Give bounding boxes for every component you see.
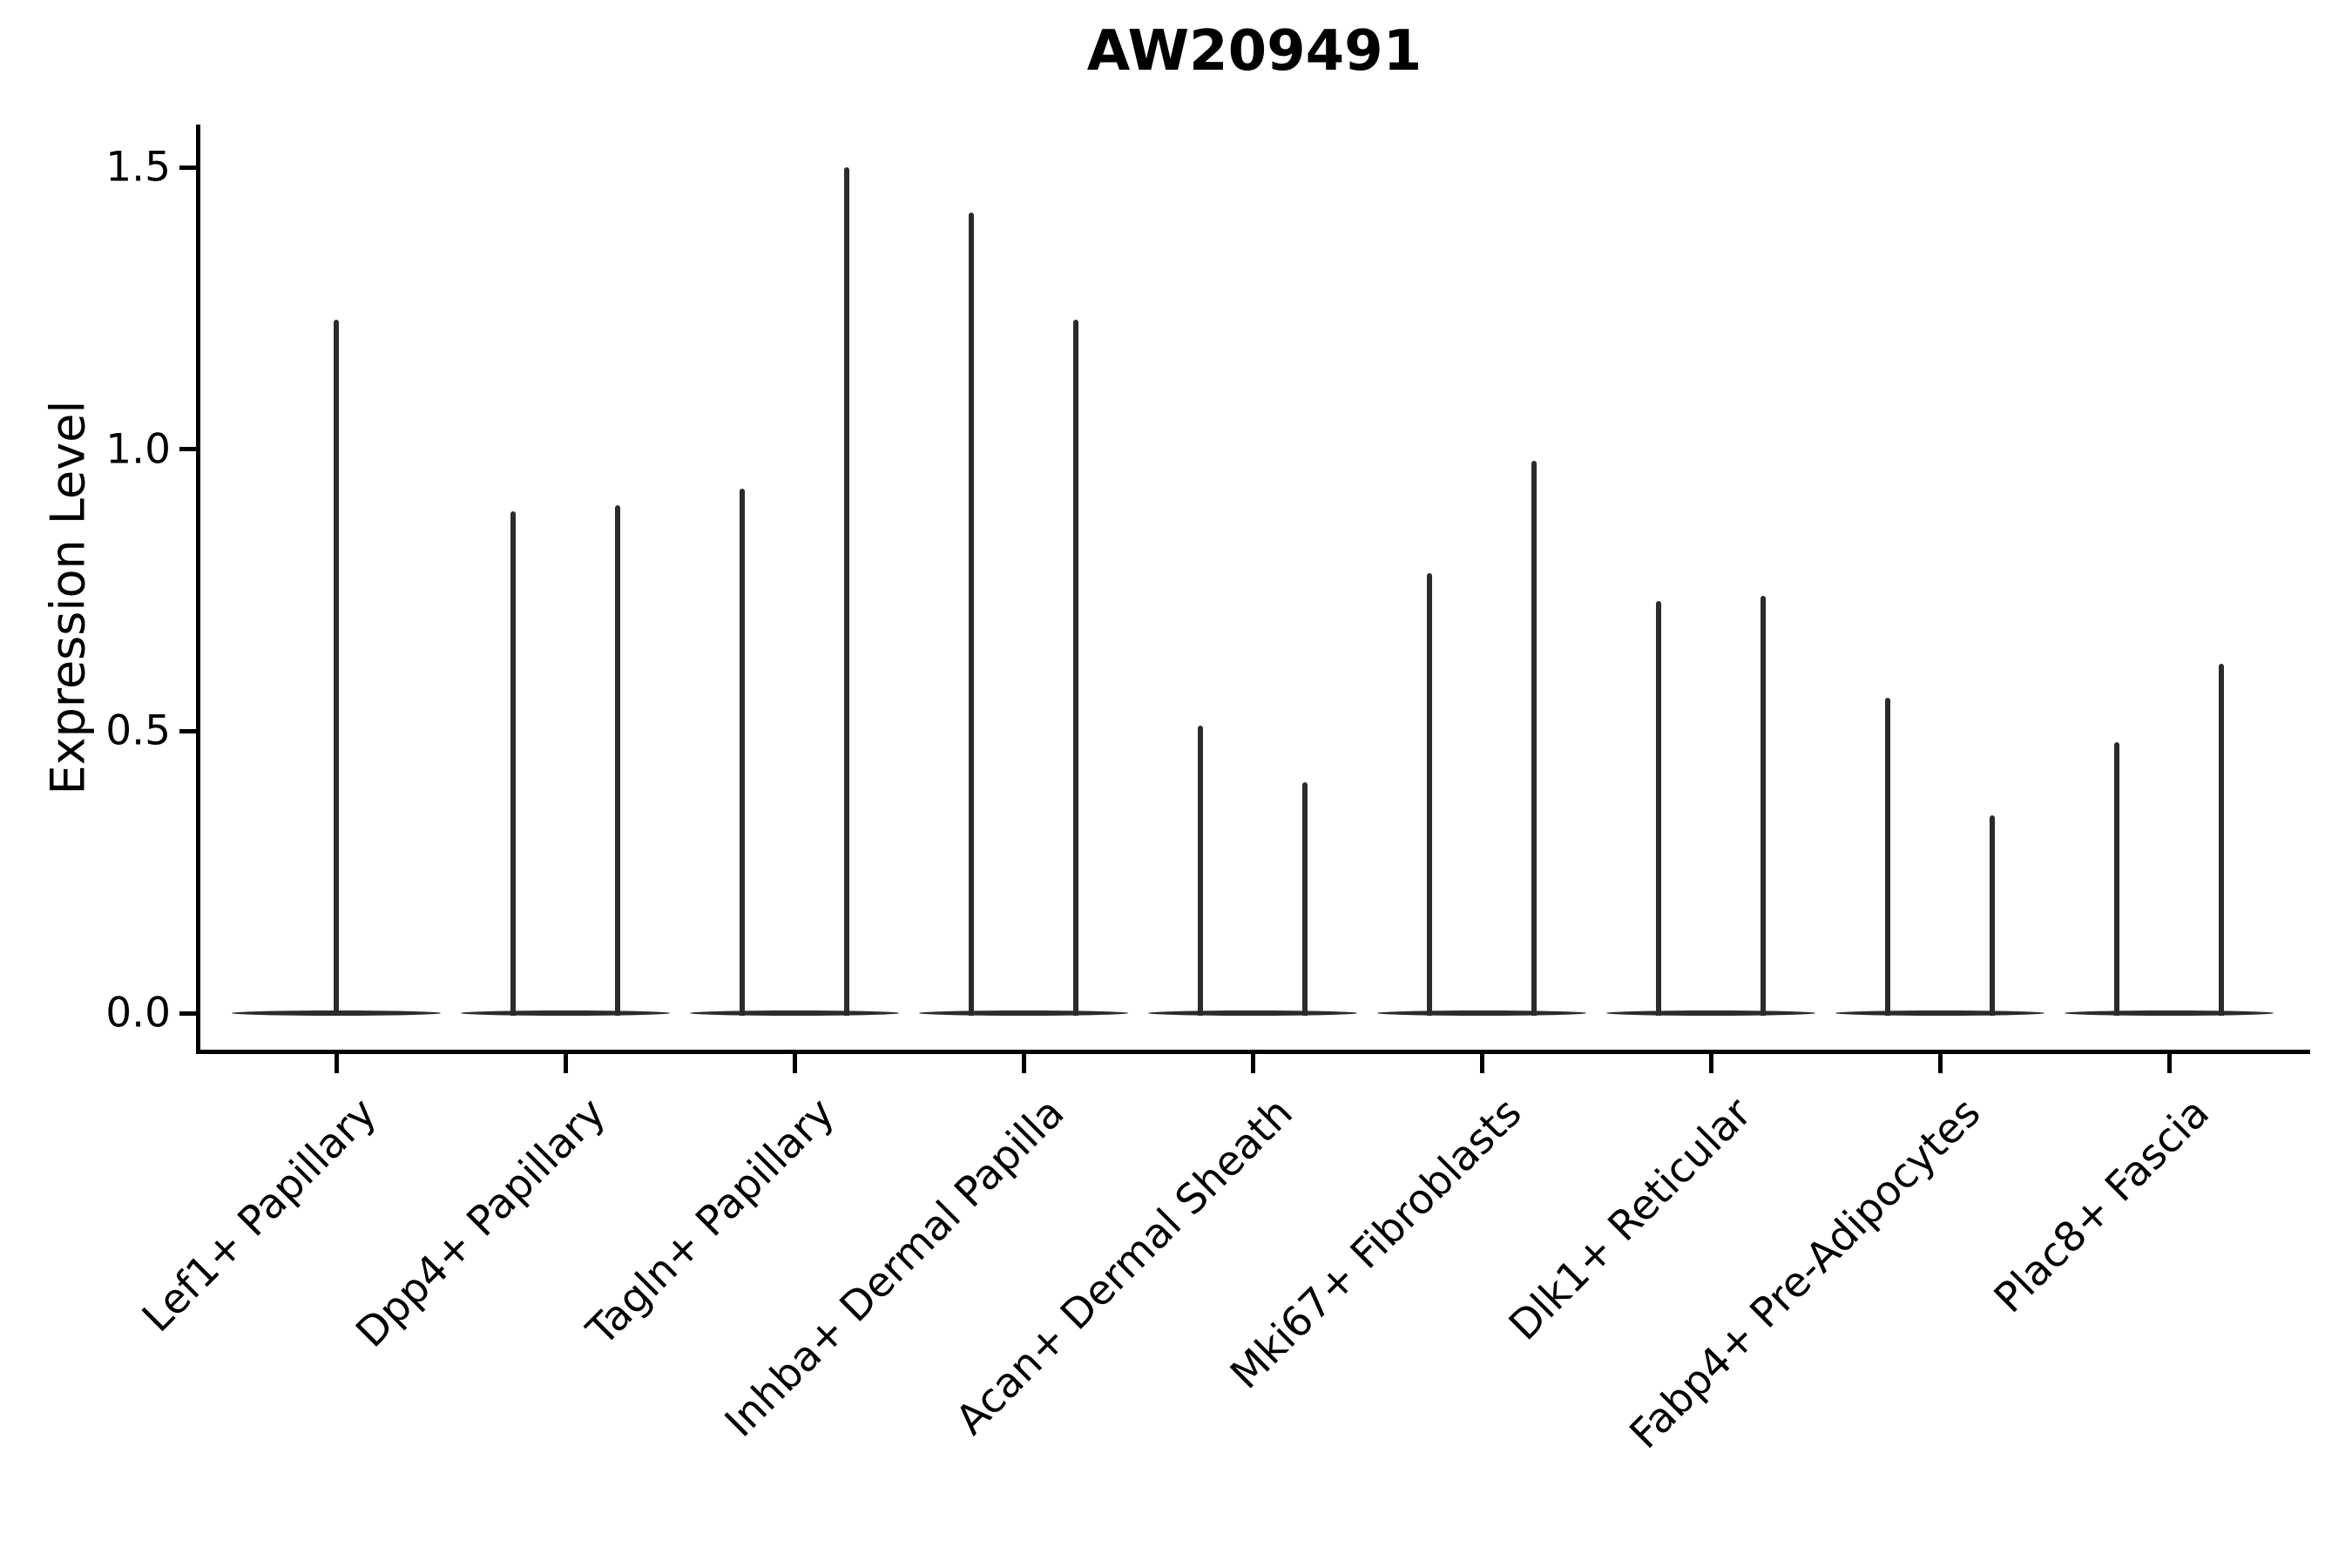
violin-spike: [1427, 573, 1432, 1016]
x-tick-mark: [1021, 1054, 1026, 1073]
violin-spike: [1198, 725, 1203, 1016]
violin-base: [690, 1010, 899, 1016]
y-tick-label: 0.0: [105, 989, 171, 1037]
x-tick-label: Tagln+ Papillary: [578, 1089, 844, 1355]
violin-spike: [1885, 697, 1890, 1016]
violin-spike: [2114, 742, 2119, 1016]
violin-base: [1377, 1010, 1586, 1016]
violin-base: [919, 1010, 1128, 1016]
violin-spike: [1761, 595, 1766, 1016]
y-tick-mark: [179, 1010, 197, 1016]
x-tick-mark: [1708, 1054, 1713, 1073]
violin-base: [2065, 1010, 2274, 1016]
violin-base: [461, 1010, 670, 1016]
violin-base: [1148, 1010, 1357, 1016]
x-tick-mark: [563, 1054, 568, 1073]
violin-spike: [969, 212, 974, 1016]
y-tick-mark: [179, 728, 197, 733]
x-tick-mark: [2166, 1054, 2172, 1073]
violin-spike: [510, 510, 516, 1016]
x-tick-mark: [334, 1054, 339, 1073]
chart-title: AW209491: [1086, 19, 1423, 84]
bottom-axis-spine: [196, 1050, 2310, 1054]
violin-spike: [844, 167, 849, 1016]
x-tick-label: Lef1+ Papillary: [132, 1089, 386, 1342]
violin-base: [1835, 1010, 2044, 1016]
violin-spike: [2219, 663, 2224, 1016]
y-tick-mark: [179, 165, 197, 170]
y-tick-mark: [179, 447, 197, 452]
violin-spike: [615, 505, 620, 1016]
violin-spike: [1990, 815, 1995, 1016]
left-axis-spine: [196, 125, 200, 1054]
x-tick-mark: [1479, 1054, 1484, 1073]
y-tick-label: 1.0: [105, 425, 171, 474]
y-tick-label: 0.5: [105, 706, 171, 755]
x-tick-mark: [1937, 1054, 1943, 1073]
x-tick-label: Dlk1+ Reticular: [1499, 1089, 1761, 1350]
violin-spike: [1302, 781, 1308, 1016]
x-tick-label: Dpp4+ Papillary: [347, 1089, 615, 1357]
violin-spike: [740, 489, 745, 1016]
violin-spike: [334, 319, 339, 1016]
x-tick-label: Plac8+ Fascia: [1984, 1089, 2219, 1322]
y-tick-label: 1.5: [105, 143, 171, 192]
violin-spike: [1073, 319, 1078, 1016]
violin-base: [1606, 1010, 1815, 1016]
x-tick-mark: [792, 1054, 797, 1073]
violin-spike: [1531, 460, 1537, 1016]
violin-spike: [1656, 601, 1661, 1016]
x-tick-mark: [1250, 1054, 1255, 1073]
